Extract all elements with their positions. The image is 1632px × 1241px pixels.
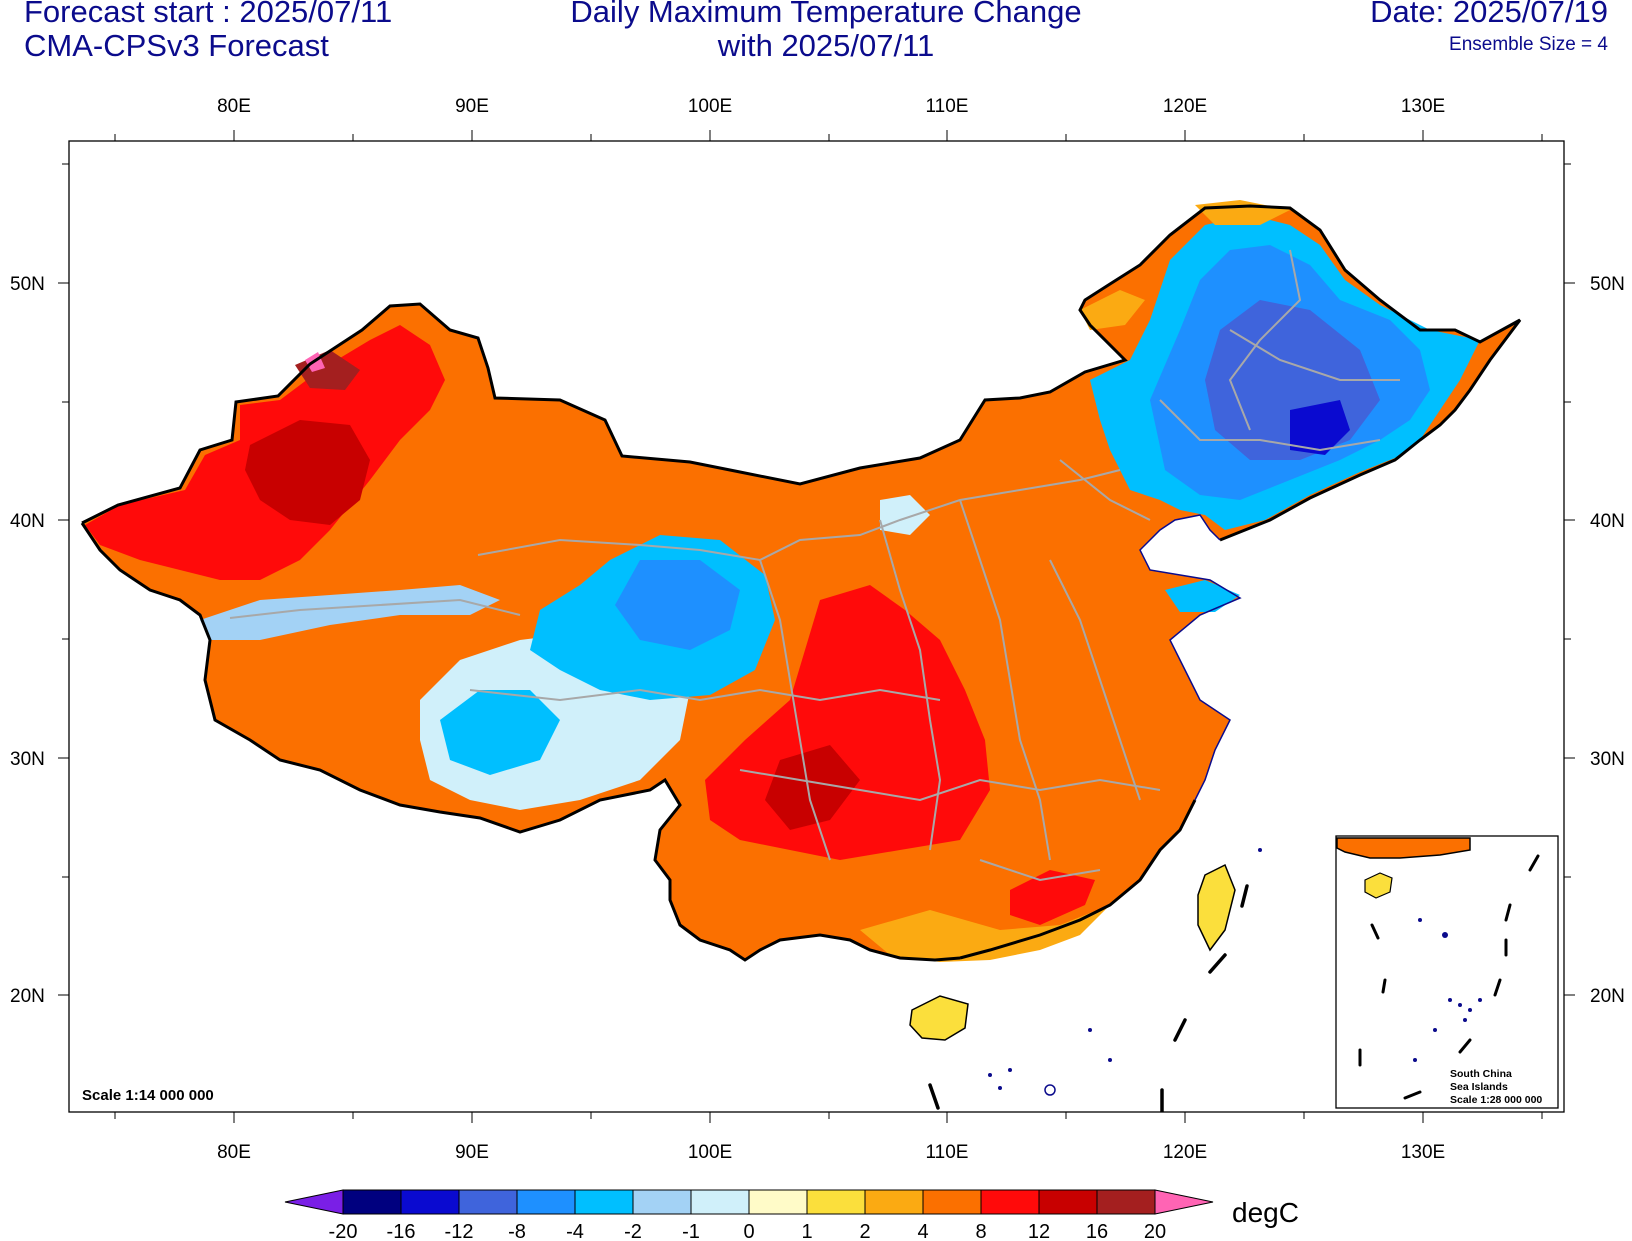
neutral-patch-inner-mongolia [880, 495, 930, 535]
colorbar-tick-label: -1 [682, 1221, 700, 1241]
colorbar-swatch [458, 1189, 518, 1215]
inset-nine-dash [1358, 854, 1540, 1100]
hainan-island [909, 995, 969, 1041]
chart-title-line1: Daily Maximum Temperature Change [570, 0, 1082, 29]
colorbar-tick-label: -2 [624, 1221, 642, 1241]
colorbar-swatch [864, 1189, 924, 1215]
colorbar-tick-label: 8 [975, 1221, 986, 1241]
colorbar-tick-label: 20 [1144, 1221, 1166, 1241]
coldest-patch-northeast [1290, 400, 1350, 455]
lon-label-bottom: 120E [1163, 1142, 1207, 1163]
lon-label-bottom: 130E [1401, 1142, 1445, 1163]
colorbar-swatch [574, 1189, 634, 1215]
cool-band-xinjiang [200, 585, 500, 640]
colorbar-upper-arrow [1154, 1189, 1214, 1215]
hot-region-west [245, 420, 370, 525]
colorbar-swatch [748, 1189, 808, 1215]
colorbar-swatch [1038, 1189, 1098, 1215]
model-label: CMA-CPSv3 Forecast [24, 28, 329, 63]
colorbar-swatch [516, 1189, 576, 1215]
lon-label-top: 100E [688, 96, 732, 117]
hot-region-central [765, 745, 860, 830]
ensemble-size-label: Ensemble Size = 4 [1449, 34, 1608, 55]
lon-label-top: 120E [1163, 96, 1207, 117]
colorbar-tick-label: 16 [1086, 1221, 1108, 1241]
lon-label-bottom: 110E [926, 1142, 969, 1163]
south-china-sea-inset: South China Sea Islands Scale 1:28 000 0… [1335, 835, 1559, 1109]
lat-label-right: 40N [1590, 511, 1625, 532]
provincial-boundaries [229, 249, 1400, 882]
colorbar-tick-label: 4 [917, 1221, 928, 1241]
lon-label-bottom: 90E [455, 1142, 489, 1163]
south-sea-islands [988, 848, 1262, 1096]
lon-label-top: 80E [217, 96, 251, 117]
colorbar-tick-label: 12 [1028, 1221, 1050, 1241]
colorbar-tick-label: 0 [743, 1221, 754, 1241]
colorbar-swatch [632, 1189, 692, 1215]
colorbar-tick-label: -16 [387, 1221, 416, 1241]
lon-label-top: 90E [455, 96, 489, 117]
colorbar-tick-label: -12 [445, 1221, 474, 1241]
lon-label-bottom: 100E [688, 1142, 732, 1163]
cool-patch-shandong [1165, 580, 1240, 612]
cool-region-tibet [440, 690, 560, 775]
colorbar-swatch [690, 1189, 750, 1215]
nine-dash-line [928, 884, 1249, 1112]
colorbar-tick-label: 1 [801, 1221, 812, 1241]
colorbar-lower-arrow [284, 1189, 344, 1215]
lat-label-left: 20N [10, 986, 45, 1007]
colorbar-swatch [342, 1189, 402, 1215]
colorbar-tick-label: -8 [508, 1221, 526, 1241]
inset-label-line1: South China [1450, 1068, 1512, 1080]
mild-zone-south [860, 905, 1110, 962]
warm-region-southeast [1010, 870, 1095, 925]
colorbar-swatch [806, 1189, 866, 1215]
forecast-start-label: Forecast start : 2025/07/11 [24, 0, 393, 29]
taiwan-island [1197, 863, 1236, 952]
lon-label-top: 130E [1401, 96, 1445, 117]
inset-label-line3: Scale 1:28 000 000 [1450, 1094, 1542, 1106]
lat-label-left: 30N [10, 749, 45, 770]
lat-tick-marks [58, 163, 1575, 996]
national-boundary [80, 204, 1522, 962]
lon-label-top: 110E [926, 96, 969, 117]
inset-islands [1413, 918, 1482, 1062]
map-scale-label: Scale 1:14 000 000 [82, 1087, 214, 1104]
coastline [1139, 514, 1242, 801]
colorbar-unit: degC [1232, 1197, 1299, 1228]
lat-label-left: 40N [10, 511, 45, 532]
inset-land [1336, 837, 1471, 859]
inset-label-line2: Sea Islands [1450, 1081, 1508, 1093]
inset-hainan [1364, 872, 1393, 899]
lat-label-left: 50N [10, 274, 45, 295]
colorbar: -20 -16 -12 -8 -4 -2 -1 0 1 2 4 8 12 16 20 [284, 1189, 1214, 1241]
colorbar-tick-label: 2 [859, 1221, 870, 1241]
colorbar-swatch [980, 1189, 1040, 1215]
lon-tick-marks [114, 130, 1543, 1123]
colorbar-swatch [400, 1189, 460, 1215]
lat-label-right: 30N [1590, 749, 1625, 770]
colorbar-tick-label: -20 [329, 1221, 358, 1241]
warm-patch-heilongjiang [1080, 290, 1145, 330]
lat-label-right: 50N [1590, 274, 1625, 295]
colorbar-tick-label: -4 [566, 1221, 584, 1241]
lon-label-bottom: 80E [217, 1142, 251, 1163]
chart-title-line2: with 2025/07/11 [717, 28, 935, 63]
colorbar-swatch [922, 1189, 982, 1215]
lat-label-right: 20N [1590, 986, 1625, 1007]
colorbar-swatch [1096, 1189, 1156, 1215]
cool-region-qinghai-core [615, 560, 740, 650]
valid-date-label: Date: 2025/07/19 [1370, 0, 1608, 29]
